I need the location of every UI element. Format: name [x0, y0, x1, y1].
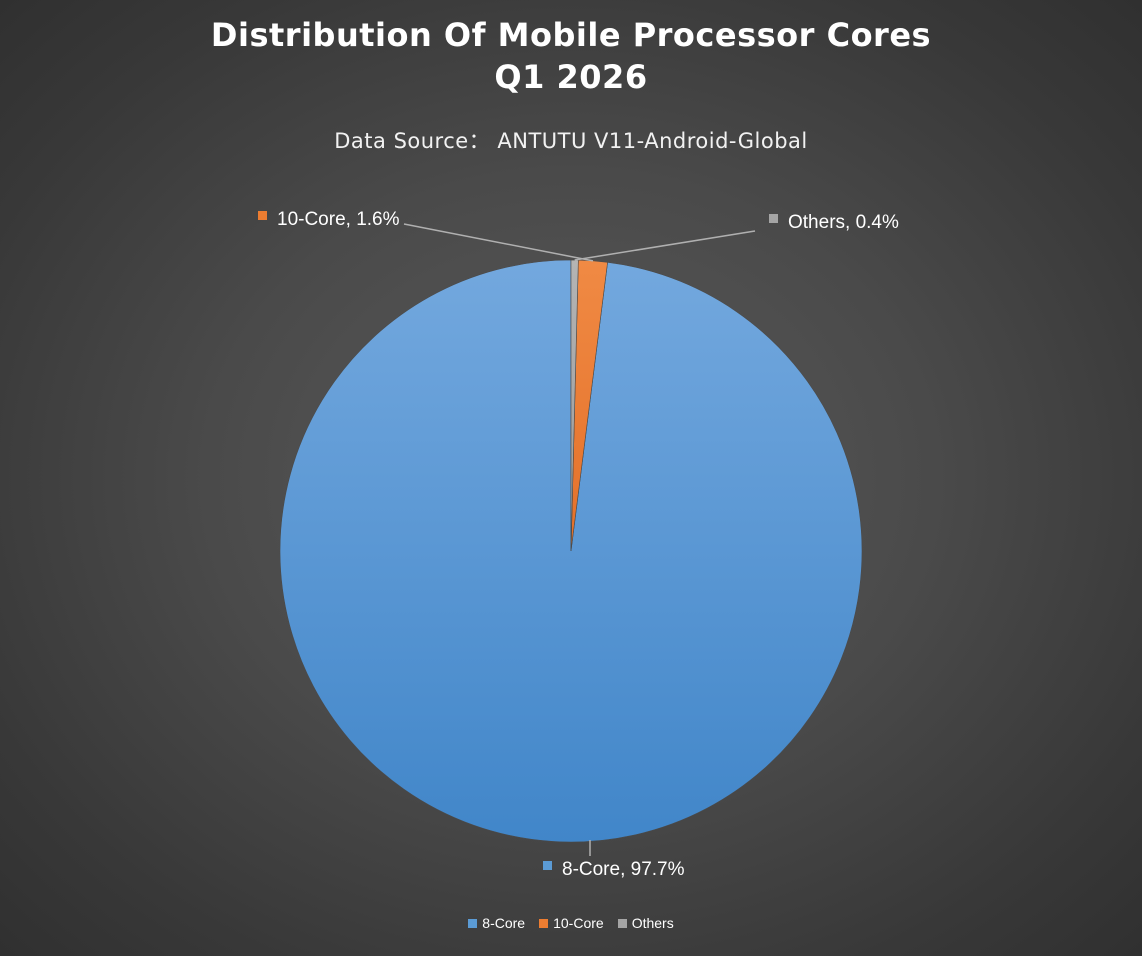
legend-item-10-core: 10-Core [539, 915, 604, 931]
chart-title-line2: Q1 2026 [494, 58, 648, 96]
leader-line-10-core [403, 223, 594, 262]
data-label-text: Others, 0.4% [788, 212, 899, 233]
data-label-text: 8-Core, 97.7% [562, 859, 685, 880]
legend-item-8-core: 8-Core [468, 915, 525, 931]
data-label-10-core: 10-Core, 1.6% [258, 209, 400, 230]
chart-subtitle: Data Source： ANTUTU V11-Android-Global [334, 129, 808, 153]
data-label-text: 10-Core, 1.6% [277, 209, 400, 230]
chart-legend: 8-Core 10-Core Others [0, 915, 1142, 931]
legend-item-others: Others [617, 915, 674, 931]
legend-swatch-8-core [468, 918, 478, 928]
legend-swatch-10-core [539, 918, 549, 928]
leader-line-others [574, 230, 756, 261]
data-label-8-core: 8-Core, 97.7% [543, 859, 685, 880]
data-label-swatch [543, 861, 552, 870]
legend-swatch-others [617, 918, 627, 928]
data-label-swatch [258, 211, 267, 220]
data-label-swatch [769, 214, 778, 223]
legend-label-10-core: 10-Core [553, 915, 604, 931]
legend-label-8-core: 8-Core [482, 915, 526, 931]
chart-title-line1: Distribution Of Mobile Processor Cores [210, 16, 932, 54]
chart-title: Distribution Of Mobile Processor Cores Q… [0, 14, 1142, 98]
legend-label-others: Others [631, 915, 674, 931]
data-label-others: Others, 0.4% [769, 212, 899, 233]
